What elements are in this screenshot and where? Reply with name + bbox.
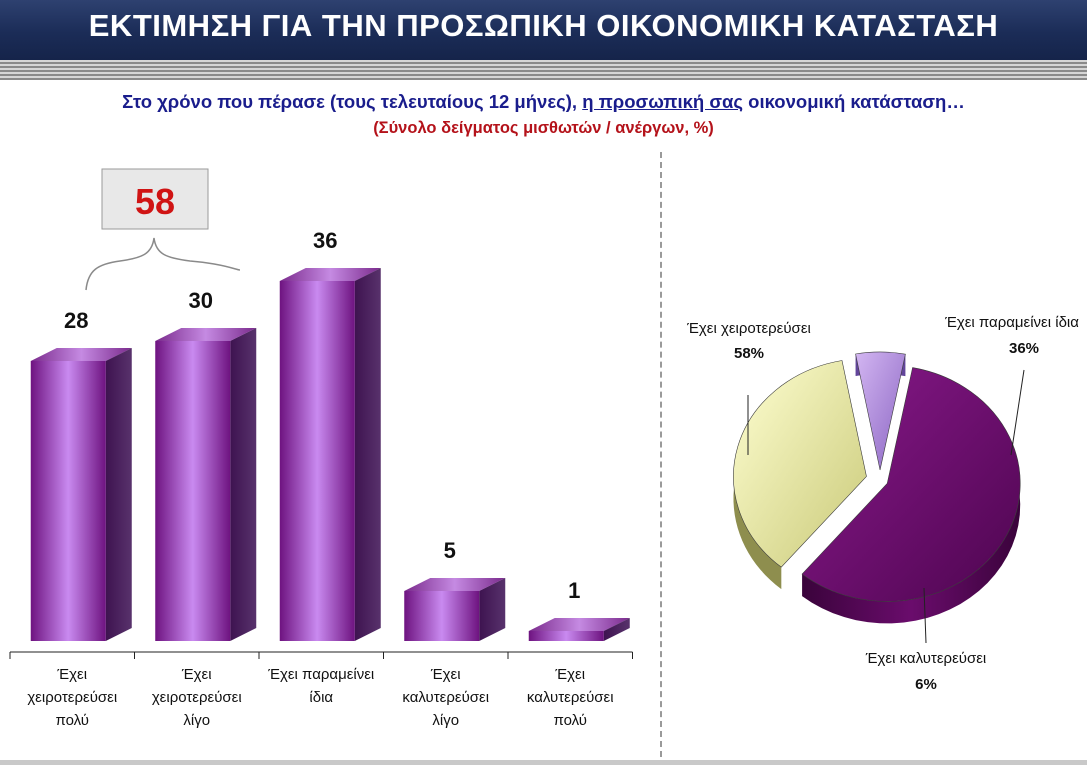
pie-slice-percent: 6%	[915, 676, 937, 693]
pie-slice	[801, 367, 1021, 624]
category-label-line: Έχει	[181, 666, 212, 683]
category-label-line: ίδια	[309, 689, 334, 706]
bar-top-face	[404, 578, 506, 591]
category-label-line: χειροτερεύσει	[27, 689, 118, 706]
subtitle-part2: η προσωπική σας	[582, 91, 744, 112]
page-title: ΕΚΤΙΜΗΣΗ ΓΙΑ ΤΗΝ ΠΡΟΣΩΠΙΚΗ ΟΙΚΟΝΟΜΙΚΗ ΚΑ…	[88, 8, 999, 43]
pie-slice	[733, 360, 867, 590]
bar-chart: 28 30 36 5 1 58	[9, 168, 633, 659]
bar-value-label: 1	[568, 578, 580, 603]
bar	[404, 578, 506, 641]
bar	[279, 268, 381, 641]
pie-slice-rim	[802, 367, 1021, 624]
pie-leader-line	[923, 587, 927, 644]
subtitle-part1: Στο χρόνο που πέρασε (τους τελευταίους 1…	[122, 91, 583, 112]
category-label-line: καλυτερεύσει	[526, 689, 614, 706]
bar-side-face	[105, 348, 132, 641]
pie-slice-name: Έχει καλυτερεύσει	[865, 650, 986, 667]
sum-annotation-value: 58	[135, 181, 175, 222]
pie-slice-percent: 58%	[734, 345, 764, 362]
chart-subtitle: Στο χρόνο που πέρασε (τους τελευταίους 1…	[0, 91, 1087, 113]
pie-slice-top	[855, 351, 906, 471]
category-label-line: χειροτερεύσει	[151, 689, 242, 706]
bar-top-face	[279, 268, 381, 281]
pie-leader-line	[1010, 369, 1025, 456]
category-label-line: Έχει	[57, 666, 88, 683]
category-label: Έχει καλυτερεύσει λίγο	[387, 663, 505, 732]
header-stripes	[0, 60, 1087, 80]
footer-line	[0, 760, 1087, 765]
bar	[155, 328, 257, 641]
chart-subtitle-note: (Σύνολο δείγματος μισθωτών / ανέργων, %)	[373, 119, 714, 137]
bar-front-face	[155, 341, 231, 641]
bar-side-face	[479, 578, 506, 641]
category-label-line: Έχει	[555, 666, 586, 683]
subtitle-part3: οικονομική κατάσταση…	[743, 91, 965, 112]
pie-slice	[855, 351, 906, 471]
bar	[30, 348, 132, 641]
category-label: Έχει χειροτερεύσει πολύ	[13, 663, 131, 732]
bar-front-face	[30, 361, 106, 641]
category-label: Έχει χειροτερεύσει λίγο	[138, 663, 256, 732]
category-label: Έχει παραμείνει ίδια	[262, 663, 380, 709]
pie-chart: Έχει χειροτερεύσει 58% Έχει παραμείνει ίδι…	[686, 314, 1079, 693]
bar-value-label: 30	[189, 288, 213, 313]
bar-front-face	[404, 591, 480, 641]
bar	[528, 618, 630, 641]
pie-slice-percent: 36%	[1009, 340, 1039, 357]
bar-top-face	[155, 328, 257, 341]
bar-front-face	[279, 281, 355, 641]
sum-annotation-box	[101, 168, 209, 230]
category-label-line: Έχει	[430, 666, 461, 683]
category-label-line: καλυτερεύσει	[402, 689, 490, 706]
pie-slice-name: Έχει παραμείνει ίδια	[944, 314, 1079, 331]
pie-slice-name: Έχει χειροτερεύσει	[686, 320, 811, 337]
category-label-line: Έχει παραμείνει	[268, 666, 375, 683]
bar-side-face	[230, 328, 257, 641]
pie-slice-top	[733, 360, 867, 568]
bar-side-face	[603, 618, 630, 641]
bar-value-label: 28	[64, 308, 88, 333]
bar-top-face	[30, 348, 132, 361]
pie-slice-top	[801, 367, 1021, 602]
bar-side-face	[354, 268, 381, 641]
bar-top-face	[528, 618, 630, 631]
category-label: Έχει καλυτερεύσει πολύ	[511, 663, 629, 732]
category-label-line: λίγο	[432, 712, 460, 729]
category-label-line: πολύ	[553, 712, 588, 729]
bar-value-label: 5	[444, 538, 456, 563]
bar-front-face	[528, 631, 604, 641]
category-label-line: πολύ	[55, 712, 90, 729]
panel-divider	[660, 152, 662, 757]
header-bar: ΕΚΤΙΜΗΣΗ ΓΙΑ ΤΗΝ ΠΡΟΣΩΠΙΚΗ ΟΙΚΟΝΟΜΙΚΗ ΚΑ…	[0, 0, 1087, 60]
category-label-line: λίγο	[183, 712, 211, 729]
sum-annotation-brace	[85, 237, 241, 291]
bar-value-label: 36	[313, 228, 337, 253]
